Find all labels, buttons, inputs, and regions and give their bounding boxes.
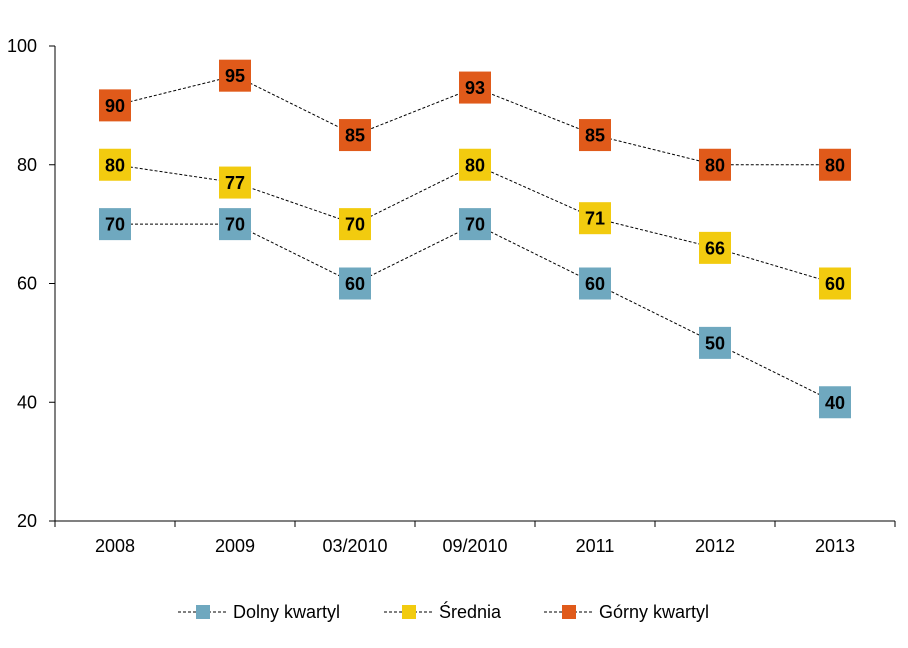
marker-dolny-kwartyl — [219, 208, 251, 241]
data-label-dolny-kwartyl: 60 — [345, 274, 365, 294]
marker-srednia — [579, 202, 611, 235]
data-label-dolny-kwartyl: 70 — [225, 215, 245, 235]
legend-marker — [402, 605, 416, 619]
data-label-dolny-kwartyl: 50 — [705, 333, 725, 353]
legend-marker — [196, 605, 210, 619]
x-tick-label: 2013 — [815, 536, 855, 556]
marker-gorny-kwartyl — [459, 71, 491, 104]
x-tick-label: 2009 — [215, 536, 255, 556]
data-label-gorny-kwartyl: 85 — [585, 126, 605, 146]
data-label-gorny-kwartyl: 80 — [825, 155, 845, 175]
marker-gorny-kwartyl — [819, 148, 851, 181]
data-label-gorny-kwartyl: 80 — [705, 155, 725, 175]
data-point-dolny-kwartyl: 70 — [459, 208, 491, 241]
marker-gorny-kwartyl — [339, 119, 371, 152]
data-label-dolny-kwartyl: 40 — [825, 393, 845, 413]
data-point-srednia: 80 — [99, 148, 131, 181]
x-tick-label: 2012 — [695, 536, 735, 556]
marker-gorny-kwartyl — [579, 119, 611, 152]
data-point-dolny-kwartyl: 60 — [579, 267, 611, 300]
legend-label: Górny kwartyl — [599, 602, 709, 622]
data-point-dolny-kwartyl: 70 — [99, 208, 131, 241]
data-point-srednia: 66 — [699, 231, 731, 264]
marker-dolny-kwartyl — [579, 267, 611, 300]
data-point-gorny-kwartyl: 85 — [579, 119, 611, 152]
legend-marker — [562, 605, 576, 619]
data-point-gorny-kwartyl: 93 — [459, 71, 491, 104]
x-tick-label: 2011 — [576, 536, 615, 556]
data-label-srednia: 60 — [825, 274, 845, 294]
marker-gorny-kwartyl — [99, 89, 131, 122]
data-label-srednia: 77 — [225, 173, 245, 193]
marker-srednia — [339, 208, 371, 241]
data-point-dolny-kwartyl: 50 — [699, 326, 731, 359]
data-point-gorny-kwartyl: 95 — [219, 59, 251, 92]
marker-srednia — [459, 148, 491, 181]
data-point-srednia: 80 — [459, 148, 491, 181]
marker-srednia — [819, 267, 851, 300]
marker-dolny-kwartyl — [459, 208, 491, 241]
data-label-srednia: 70 — [345, 215, 365, 235]
legend-label: Dolny kwartyl — [233, 602, 340, 622]
y-tick-label: 100 — [7, 36, 37, 56]
y-tick-label: 40 — [17, 392, 37, 412]
data-point-gorny-kwartyl: 80 — [699, 148, 731, 181]
marker-gorny-kwartyl — [219, 59, 251, 92]
marker-gorny-kwartyl — [699, 148, 731, 181]
data-label-srednia: 66 — [705, 238, 725, 258]
y-tick-label: 20 — [17, 511, 37, 531]
x-tick-label: 2008 — [95, 536, 135, 556]
data-label-srednia: 80 — [105, 155, 125, 175]
legend-item-dolny-kwartyl: Dolny kwartyl — [178, 602, 340, 622]
data-point-srednia: 70 — [339, 208, 371, 241]
data-point-gorny-kwartyl: 80 — [819, 148, 851, 181]
data-label-gorny-kwartyl: 85 — [345, 126, 365, 146]
marker-srednia — [219, 166, 251, 199]
marker-dolny-kwartyl — [819, 386, 851, 419]
marker-srednia — [699, 231, 731, 264]
data-label-srednia: 71 — [585, 209, 605, 229]
marker-srednia — [99, 148, 131, 181]
marker-dolny-kwartyl — [699, 326, 731, 359]
data-point-dolny-kwartyl: 40 — [819, 386, 851, 419]
y-tick-label: 60 — [17, 274, 37, 294]
x-tick-label: 09/2010 — [442, 536, 507, 556]
data-label-srednia: 80 — [465, 155, 485, 175]
data-label-gorny-kwartyl: 95 — [225, 66, 245, 86]
legend-item-gorny-kwartyl: Górny kwartyl — [544, 602, 709, 622]
data-point-srednia: 60 — [819, 267, 851, 300]
series-markers: 70 70 60 70 60 50 40 80 77 70 80 71 66 60 90 95 85 93 85 80… — [99, 59, 851, 419]
data-label-dolny-kwartyl: 70 — [105, 215, 125, 235]
marker-dolny-kwartyl — [339, 267, 371, 300]
data-point-srednia: 77 — [219, 166, 251, 199]
legend-label: Średnia — [439, 601, 502, 622]
chart-axes: 20 40 60 80 100 2008 2009 03/2010 09/2010 2011 201… — [7, 36, 896, 556]
legend-item-srednia: Średnia — [384, 601, 502, 622]
data-point-srednia: 71 — [579, 202, 611, 235]
data-label-gorny-kwartyl: 93 — [465, 78, 485, 98]
marker-dolny-kwartyl — [99, 208, 131, 241]
data-label-dolny-kwartyl: 70 — [465, 215, 485, 235]
data-point-dolny-kwartyl: 70 — [219, 208, 251, 241]
x-tick-label: 03/2010 — [322, 536, 387, 556]
data-point-dolny-kwartyl: 60 — [339, 267, 371, 300]
data-point-gorny-kwartyl: 90 — [99, 89, 131, 122]
chart-legend: Dolny kwartyl Średnia Górny kwartyl — [178, 601, 709, 622]
data-label-gorny-kwartyl: 90 — [105, 96, 125, 116]
data-point-gorny-kwartyl: 85 — [339, 119, 371, 152]
y-tick-label: 80 — [17, 155, 37, 175]
data-label-dolny-kwartyl: 60 — [585, 274, 605, 294]
